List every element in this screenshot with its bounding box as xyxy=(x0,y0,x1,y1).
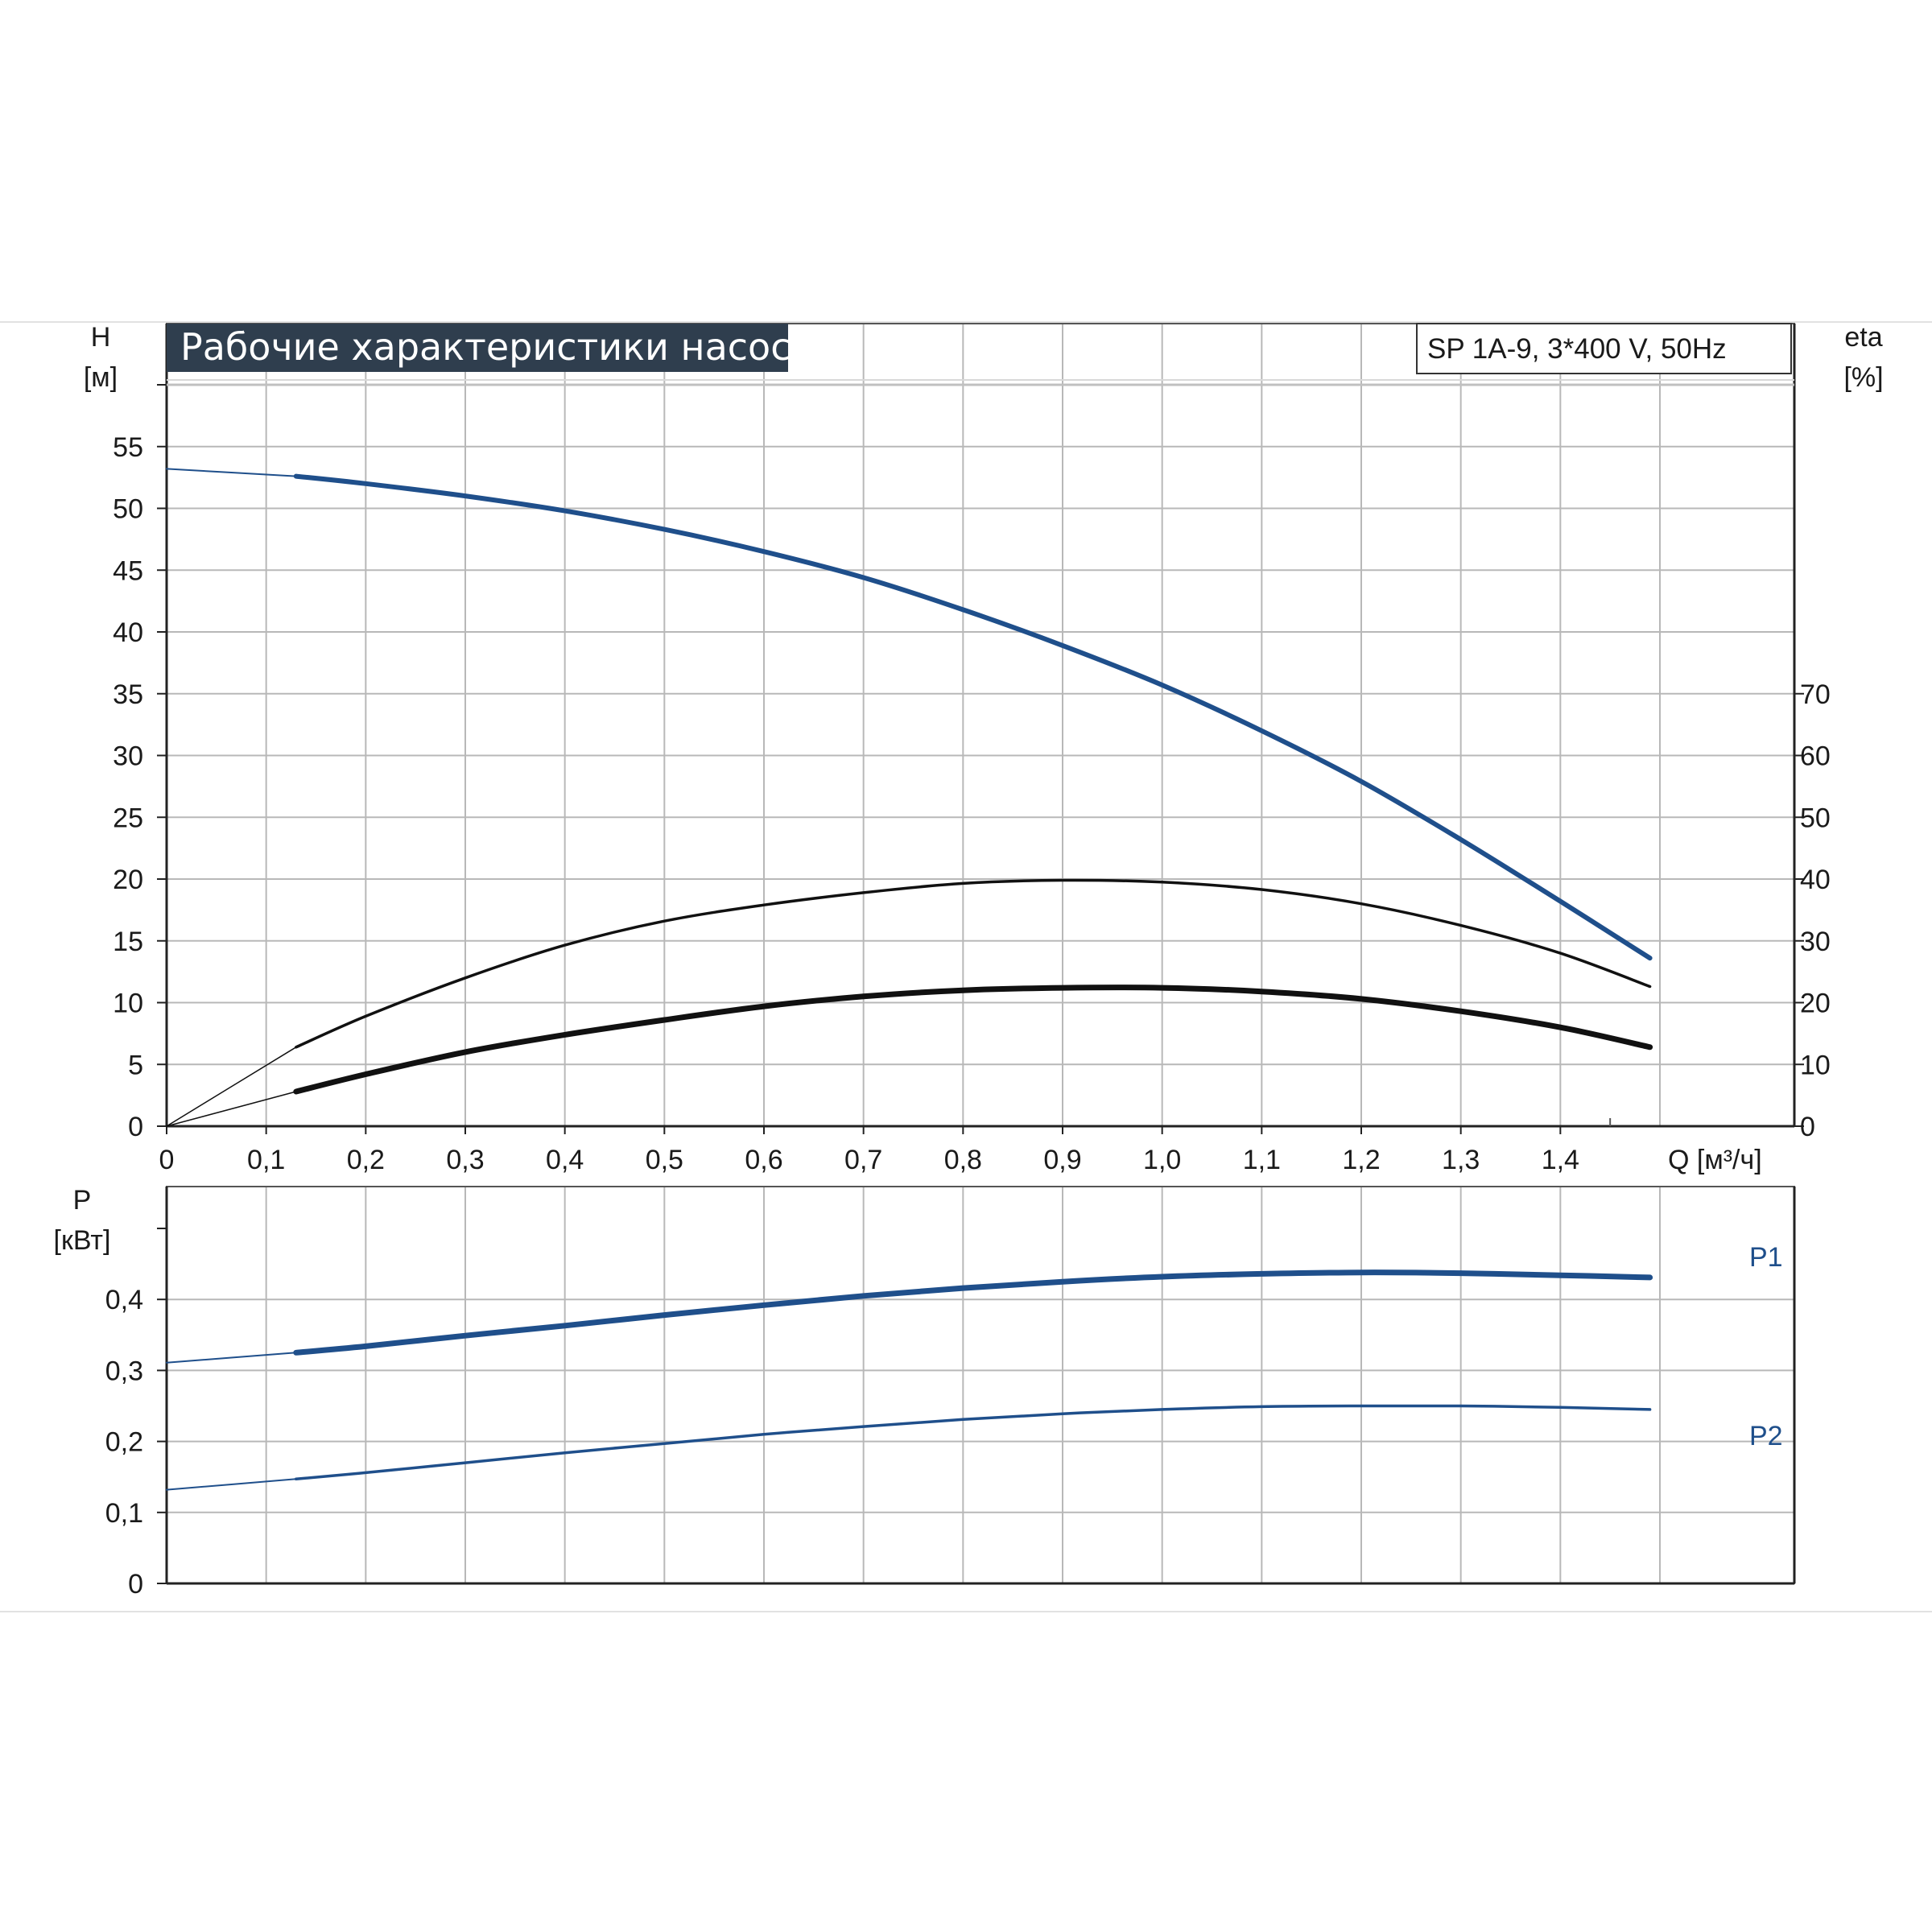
x-axis-label-flow: Q [м³/ч] xyxy=(1668,1145,1762,1175)
y2-axis-label-eta-unit: [%] xyxy=(1843,362,1883,393)
x-tick-label: 0,5 xyxy=(646,1145,683,1175)
y2-axis-label-eta: eta xyxy=(1844,322,1882,353)
y2-tick-label: 40 xyxy=(1800,865,1831,895)
p-tick-label: 0 xyxy=(128,1569,143,1600)
lower-curves xyxy=(166,1269,1653,1491)
x-tick-label: 0,3 xyxy=(446,1145,484,1175)
y-tick-label: 25 xyxy=(113,803,143,833)
upper-plot-frame xyxy=(166,323,1795,1127)
y-axis-label-head-unit: [м] xyxy=(84,362,118,393)
x-tick-label: 1,0 xyxy=(1143,1145,1181,1175)
lower-ticks: 0 0,1 0,2 0,3 0,4 xyxy=(105,1228,167,1600)
y-tick-label: 15 xyxy=(113,927,143,957)
y2-tick-label: 30 xyxy=(1800,927,1831,957)
x-tick-label: 0,4 xyxy=(546,1145,584,1175)
y-tick-label: 35 xyxy=(113,679,143,710)
y-tick-label: 20 xyxy=(113,865,143,895)
series-label-p1: P1 xyxy=(1749,1242,1783,1273)
model-label: SP 1A-9, 3*400 V, 50Hz xyxy=(1427,333,1727,365)
y2-tick-label: 0 xyxy=(1800,1112,1815,1142)
model-box xyxy=(1416,323,1792,374)
y-tick-label: 5 xyxy=(128,1050,143,1080)
y2-tick-label: 20 xyxy=(1800,989,1831,1019)
y-tick-label: 10 xyxy=(113,989,143,1019)
y2-tick-label: 10 xyxy=(1800,1050,1831,1080)
x-tick-label: 0,7 xyxy=(844,1145,882,1175)
x-tick-label: 0,8 xyxy=(944,1145,982,1175)
x-tick-label: 1,2 xyxy=(1342,1145,1380,1175)
x-tick-label: 0,2 xyxy=(347,1145,385,1175)
title-badge xyxy=(167,324,788,372)
p-tick-label: 0,2 xyxy=(105,1427,143,1458)
y-axis-label-power-unit: [кВт] xyxy=(54,1225,111,1256)
p-tick-label: 0,3 xyxy=(105,1356,143,1386)
y-tick-label: 55 xyxy=(113,432,143,463)
y-tick-label: 0 xyxy=(128,1112,143,1142)
p2-curve xyxy=(295,1404,1652,1481)
chart-title: Рабочие характеристики насоса xyxy=(180,325,814,369)
x-tick-label: 0 xyxy=(159,1145,175,1175)
y-tick-label: 50 xyxy=(113,494,143,525)
x-tick-label: 1,4 xyxy=(1542,1145,1579,1175)
y-tick-label: 40 xyxy=(113,617,143,648)
x-tick-label: 1,1 xyxy=(1243,1145,1281,1175)
upper-grid xyxy=(167,324,1794,1126)
p2-curve-extension xyxy=(166,1478,297,1491)
efficiency-curve xyxy=(295,878,1652,1049)
y2-tick-label: 60 xyxy=(1800,741,1831,772)
p1-curve-extension xyxy=(166,1352,297,1364)
lower-plot-frame xyxy=(166,1186,1795,1584)
upper-ticks: 0 0,1 0,2 0,3 0,4 0,5 0,6 0,7 0,8 0,9 1,0 1,1 1,2 1,3… xyxy=(113,384,1831,1175)
y2-tick-label: 70 xyxy=(1800,679,1831,710)
lower-grid xyxy=(167,1187,1794,1583)
npsh-curve xyxy=(293,985,1653,1095)
y2-tick-label: 50 xyxy=(1800,803,1831,833)
npsh-curve-extension xyxy=(166,1091,297,1127)
y-axis-label-head: H xyxy=(91,322,111,353)
y-axis-label-power: P xyxy=(73,1185,92,1216)
y-tick-label: 45 xyxy=(113,555,143,586)
y-tick-label: 30 xyxy=(113,741,143,772)
head-curve xyxy=(293,473,1653,961)
p-tick-label: 0,1 xyxy=(105,1498,143,1529)
p-tick-label: 0,4 xyxy=(105,1285,143,1315)
upper-curves xyxy=(166,468,1653,1127)
efficiency-curve-extension xyxy=(166,1046,297,1127)
x-tick-label: 0,9 xyxy=(1043,1145,1081,1175)
p1-curve xyxy=(293,1269,1653,1356)
x-tick-label: 1,3 xyxy=(1442,1145,1480,1175)
x-tick-label: 0,6 xyxy=(745,1145,782,1175)
series-label-p2: P2 xyxy=(1749,1421,1783,1451)
head-curve-extension xyxy=(166,468,297,477)
x-tick-label: 0,1 xyxy=(247,1145,285,1175)
